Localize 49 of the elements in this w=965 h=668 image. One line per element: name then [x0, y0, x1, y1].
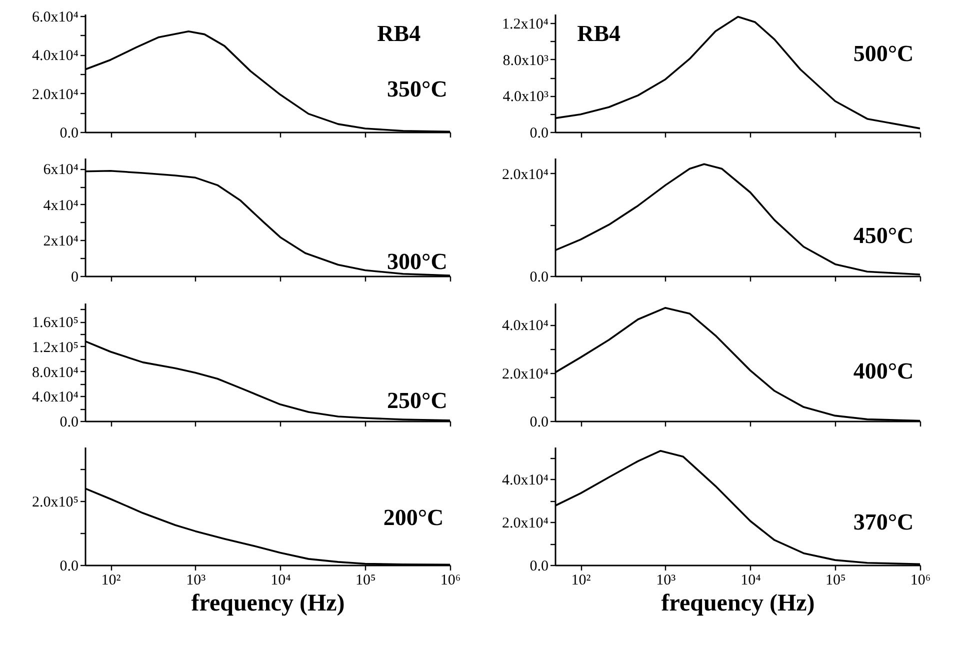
x-tick-label: 10⁴: [270, 572, 291, 588]
y-tick-label: 0.0: [530, 270, 548, 286]
annotation: 300°C: [386, 248, 448, 274]
x-axis-title: frequency (Hz): [191, 590, 345, 616]
y-tick-label: 8.0x10³: [502, 52, 549, 69]
annotation: 200°C: [383, 504, 444, 530]
x-tick-label: 10⁶: [910, 572, 931, 588]
y-tick-label: 2.0x10⁵: [32, 494, 78, 511]
y-tick-label: 0.0: [530, 126, 548, 142]
y-tick-label: 4.0x10⁴: [502, 472, 548, 489]
y-tick-label: 4.0x10⁴: [502, 318, 548, 334]
y-tick-label: 2.0x10⁴: [502, 516, 548, 532]
y-tick-label: 2x10⁴: [43, 234, 78, 250]
x-tick-label: 10²: [571, 572, 592, 588]
x-tick-label: 10⁵: [356, 572, 376, 588]
annotation: 450°C: [853, 222, 914, 248]
y-tick-label: 0.0: [60, 126, 78, 142]
y-tick-label: 0: [71, 270, 78, 286]
annotation: 350°C: [386, 76, 448, 102]
y-tick-label: 0.0: [60, 414, 78, 430]
x-axis-title: frequency (Hz): [661, 590, 815, 616]
y-tick-label: 0.0: [530, 414, 548, 430]
y-tick-label: 6.0x10⁴: [32, 9, 78, 26]
y-tick-label: 8.0x10⁴: [32, 364, 78, 381]
y-tick-label: 0.0: [60, 558, 78, 574]
y-tick-label: 1.2x10⁴: [502, 16, 548, 33]
y-tick-label: 2.0x10⁴: [502, 366, 548, 382]
annotation: 370°C: [853, 510, 914, 535]
x-tick-label: 10³: [656, 572, 676, 588]
annotation: 400°C: [853, 358, 914, 384]
annotation: RB4: [377, 21, 422, 46]
annotation: 500°C: [853, 41, 914, 66]
x-tick-label: 10²: [101, 572, 122, 588]
x-tick-label: 10⁵: [826, 572, 846, 588]
y-tick-label: 2.0x10⁴: [502, 166, 548, 183]
y-tick-label: 4.0x10⁴: [32, 48, 78, 64]
annotation: 250°C: [386, 388, 448, 413]
y-tick-label: 6x10⁴: [43, 162, 78, 178]
y-tick-label: 2.0x10⁴: [32, 86, 78, 103]
x-tick-label: 10⁶: [440, 572, 461, 588]
y-tick-label: 4.0x10³: [502, 89, 549, 106]
y-tick-label: 4x10⁴: [43, 198, 78, 214]
annotation: RB4: [577, 21, 622, 46]
y-tick-label: 1.6x10⁵: [32, 315, 78, 332]
y-tick-label: 1.2x10⁵: [32, 340, 78, 356]
y-tick-label: 4.0x10⁴: [32, 390, 78, 406]
y-tick-label: 0.0: [530, 558, 548, 574]
x-tick-label: 10⁴: [740, 572, 761, 588]
x-tick-label: 10³: [186, 572, 206, 588]
